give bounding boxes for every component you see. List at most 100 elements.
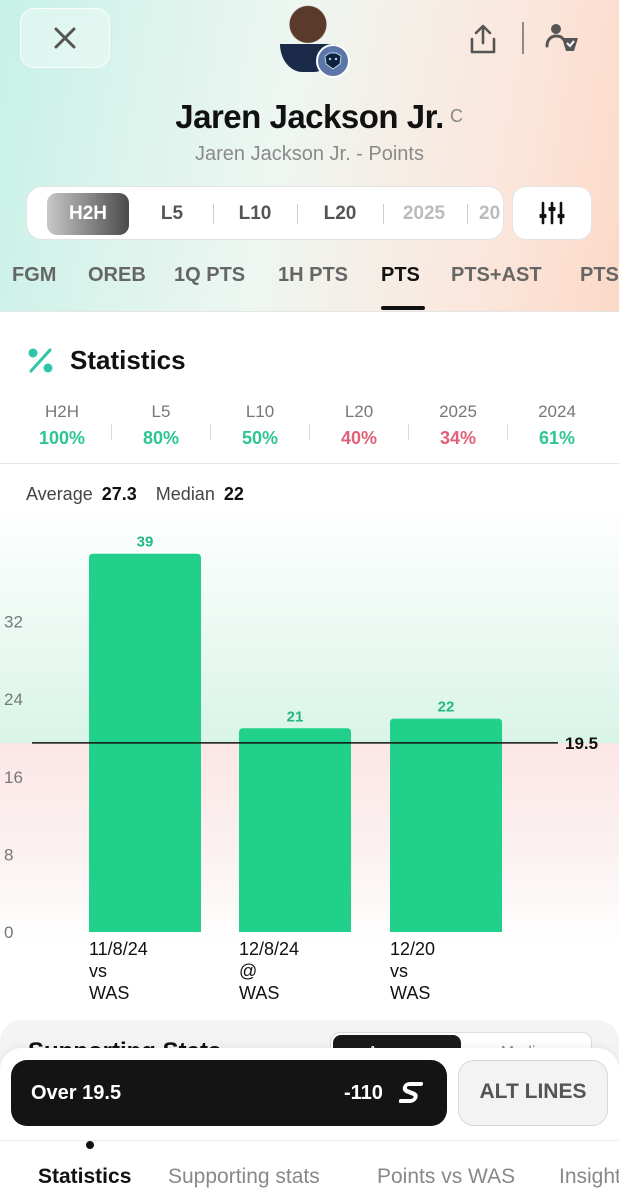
- y-tick-label: 32: [4, 613, 23, 632]
- nav-insights[interactable]: Insights: [559, 1165, 619, 1188]
- range-separator: [383, 204, 384, 224]
- x-category-label: WAS: [89, 983, 129, 1003]
- player-follow-icon: [545, 24, 578, 51]
- hit-rate-h2h[interactable]: H2H 100%: [12, 402, 112, 449]
- bottom-section-nav: Statistics Supporting stats Points vs WA…: [0, 1140, 619, 1200]
- player-name: Jaren Jackson Jr.: [175, 98, 444, 135]
- x-category-label: vs: [89, 961, 107, 981]
- hit-rate-separator: [309, 424, 310, 440]
- sliders-icon: [539, 201, 565, 225]
- range-2025[interactable]: 2025: [402, 203, 446, 224]
- range-l5[interactable]: L5: [160, 203, 184, 224]
- nav-points-vs-was[interactable]: Points vs WAS: [377, 1165, 516, 1188]
- follow-player-button[interactable]: [540, 16, 584, 60]
- prop-subtitle: Jaren Jackson Jr. - Points: [195, 143, 424, 165]
- x-category-label: 12/20: [390, 939, 435, 959]
- close-button[interactable]: [20, 8, 110, 68]
- range-separator: [213, 204, 214, 224]
- stat-type-tabs: FGM OREB 1Q PTS 1H PTS PTS PTS+AST PTS: [0, 256, 619, 312]
- tab-pts-more[interactable]: PTS: [580, 264, 619, 286]
- bar-value-label: 22: [438, 699, 455, 716]
- median-label: Median: [155, 484, 215, 504]
- hit-rate-value: 80%: [142, 428, 180, 448]
- nav-statistics[interactable]: Statistics: [38, 1165, 132, 1188]
- alt-lines-button[interactable]: ALT LINES: [458, 1060, 608, 1126]
- nav-supporting-stats[interactable]: Supporting stats: [168, 1165, 320, 1188]
- statistics-icon-wrap: [26, 340, 56, 380]
- points-bar-chart: 0 8 16 24 32 39 11/8/24 vs WAS 21 12/8/24 @ WAS 22 12/…: [0, 505, 619, 1020]
- odds-value: -110: [344, 1082, 383, 1104]
- bar-value-label: 39: [137, 534, 154, 551]
- filter-button[interactable]: [512, 186, 592, 240]
- average-median-row: Average 27.3 Median 22: [26, 484, 244, 505]
- statistics-title: Statistics: [70, 345, 186, 375]
- range-l20[interactable]: L20: [323, 203, 357, 224]
- hit-rate-l5[interactable]: L5 80%: [111, 402, 211, 449]
- chart-svg: 081624323911/8/24vsWAS2112/8/24@WAS2212/…: [4, 534, 598, 1003]
- share-icon: [470, 24, 496, 54]
- hit-rate-value: 100%: [38, 428, 86, 448]
- hit-rate-2024[interactable]: 2024 61%: [507, 402, 607, 449]
- x-category-label: vs: [390, 961, 408, 981]
- hit-rate-label: L10: [245, 402, 275, 421]
- tab-1q-pts[interactable]: 1Q PTS: [174, 264, 246, 286]
- range-l10[interactable]: L10: [238, 203, 272, 224]
- range-separator: [297, 204, 298, 224]
- share-button[interactable]: [462, 18, 504, 60]
- average-value: 27.3: [101, 484, 137, 504]
- hit-rate-label: L20: [344, 402, 374, 421]
- hit-rate-label: L5: [151, 402, 171, 421]
- hit-rate-value: 61%: [538, 428, 576, 448]
- x-category-label: 11/8/24: [89, 939, 148, 959]
- hit-rate-label: 2025: [439, 402, 477, 421]
- player-avatar: [280, 2, 352, 78]
- sportsbook-logo-icon: [399, 1082, 423, 1103]
- y-tick-label: 8: [4, 845, 13, 864]
- x-category-label: @: [239, 961, 257, 981]
- tab-fgm[interactable]: FGM: [12, 264, 57, 286]
- team-logo: [316, 44, 350, 78]
- active-tab-indicator: [381, 306, 425, 310]
- chart-bar: [390, 718, 502, 932]
- hit-rate-label: 2024: [538, 402, 576, 421]
- percent-icon: [28, 348, 53, 373]
- range-2024-partial[interactable]: 20: [479, 203, 501, 224]
- hit-rate-2025[interactable]: 2025 34%: [408, 402, 508, 449]
- hit-rate-label: H2H: [44, 402, 79, 421]
- hit-rate-value: 34%: [439, 428, 477, 448]
- median-value: 22: [223, 484, 244, 504]
- close-icon: [54, 27, 76, 49]
- x-category-label: WAS: [239, 983, 279, 1003]
- hit-rate-value: 40%: [340, 428, 378, 448]
- bar-value-label: 21: [287, 708, 304, 725]
- bet-action-bar: Over 19.5 -110 ALT LINES: [0, 1048, 619, 1140]
- prop-line-label: 19.5: [565, 734, 598, 753]
- over-bet-button[interactable]: Over 19.5 -110: [11, 1060, 447, 1126]
- range-selector: H2H L5 L10 L20 2025 20: [26, 186, 504, 240]
- x-category-label: WAS: [390, 983, 430, 1003]
- tab-pts-ast[interactable]: PTS+AST: [451, 264, 542, 286]
- hit-rate-row: H2H 100% L5 80% L10 50% L20 40% 2025 34%…: [0, 402, 619, 452]
- stats-divider: [0, 463, 619, 464]
- range-h2h[interactable]: H2H: [47, 193, 129, 235]
- hit-rate-l10[interactable]: L10 50%: [210, 402, 310, 449]
- hit-rate-value: 50%: [241, 428, 279, 448]
- over-line-label: Over 19.5: [31, 1082, 122, 1104]
- y-tick-label: 24: [4, 690, 23, 709]
- active-nav-indicator: [86, 1141, 94, 1149]
- average-label: Average: [26, 484, 93, 504]
- chart-bar: [239, 728, 351, 932]
- tab-1h-pts[interactable]: 1H PTS: [278, 264, 349, 286]
- y-tick-label: 0: [4, 923, 13, 942]
- x-category-label: 12/8/24: [239, 939, 299, 959]
- tabs-divider: [0, 311, 619, 312]
- hit-rate-separator: [507, 424, 508, 440]
- tab-oreb[interactable]: OREB: [88, 264, 146, 286]
- hit-rate-separator: [210, 424, 211, 440]
- y-tick-label: 16: [4, 768, 23, 787]
- hit-rate-l20[interactable]: L20 40%: [309, 402, 409, 449]
- hit-rate-separator: [111, 424, 112, 440]
- header-divider: [522, 22, 524, 54]
- tab-pts[interactable]: PTS: [381, 264, 420, 286]
- position-badge: C: [450, 106, 463, 126]
